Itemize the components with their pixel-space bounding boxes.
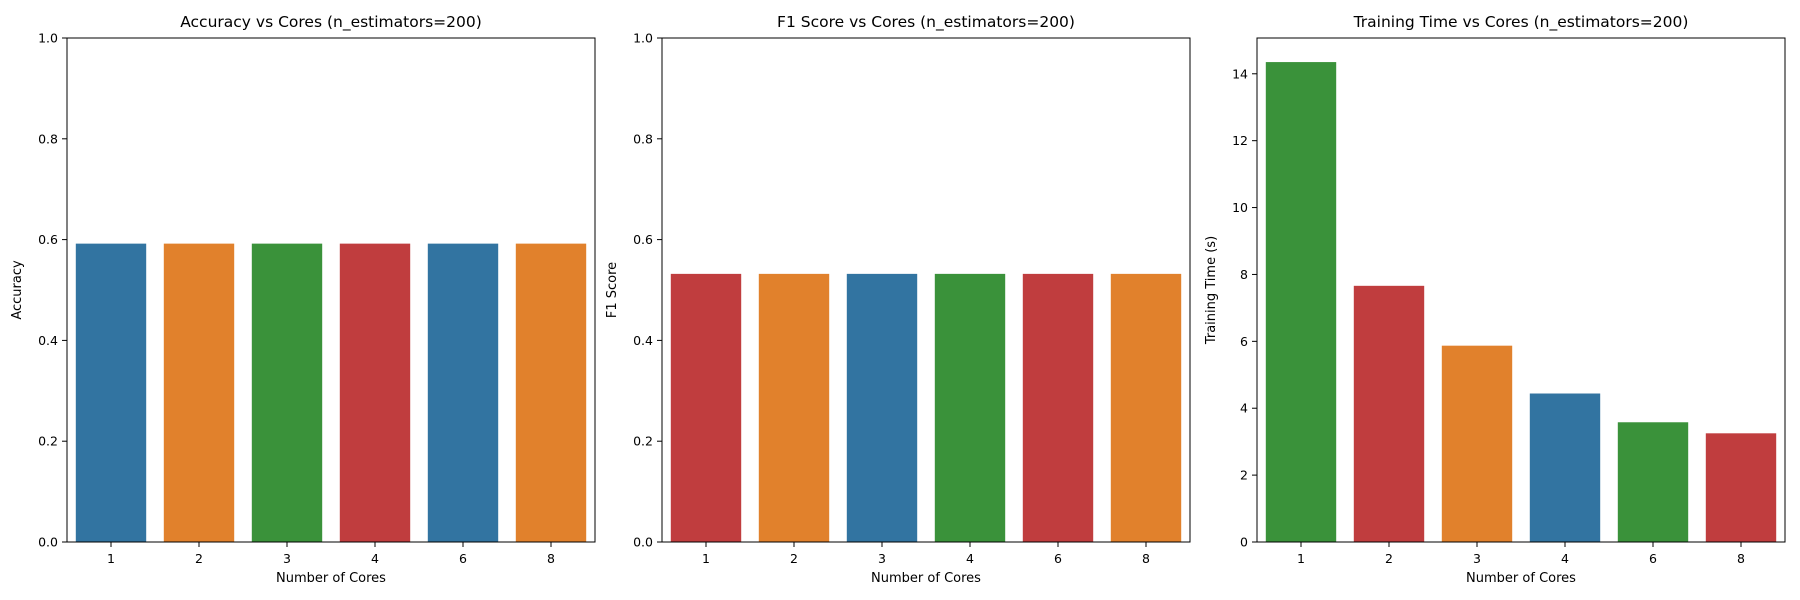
training-time-ytick-label: 4	[1240, 401, 1248, 416]
accuracy-xtick-label: 3	[283, 551, 291, 566]
training-time-ytick-label: 2	[1240, 468, 1248, 483]
accuracy-x-axis-label: Number of Cores	[276, 571, 386, 586]
f1-score-chart-title: F1 Score vs Cores (n_estimators=200)	[777, 13, 1075, 32]
training-time-xtick-label: 8	[1737, 551, 1745, 566]
training-time-ytick-label: 0	[1240, 535, 1248, 550]
f1-score-ytick-label: 0.0	[633, 535, 653, 550]
accuracy-bar-2	[163, 243, 235, 542]
training-time-chart-title: Training Time vs Cores (n_estimators=200…	[1353, 13, 1689, 32]
f1-score-x-axis-label: Number of Cores	[871, 571, 981, 586]
accuracy-bar-3	[251, 243, 323, 542]
training-time-xtick-label: 6	[1649, 551, 1657, 566]
training-time-bar-6	[1617, 422, 1689, 542]
f1-score-ytick-label: 0.2	[633, 434, 653, 449]
accuracy-bar-1	[75, 243, 147, 542]
training-time-xtick-label: 1	[1297, 551, 1305, 566]
training-time-ytick-label: 8	[1240, 267, 1248, 282]
f1-score-axes-frame	[661, 37, 1191, 543]
training-time-bar-8	[1705, 433, 1777, 542]
training-time-ytick-label: 10	[1232, 200, 1248, 215]
accuracy-ytick-label: 1.0	[38, 31, 58, 46]
f1-score-y-axis-label: F1 Score	[605, 262, 620, 318]
training-time-bar-3	[1441, 345, 1513, 542]
f1-score-xtick-label: 1	[702, 551, 710, 566]
f1-score-panel: 1 2 3 4 6 8 0.0 0.2 0.4 0.6 0.8 1.0 F1 Score vs Core…	[605, 13, 1191, 586]
accuracy-axes-frame	[66, 37, 596, 543]
training-time-xtick-label: 4	[1561, 551, 1569, 566]
training-time-x-axis-label: Number of Cores	[1466, 571, 1576, 586]
f1-score-xtick-label: 2	[790, 551, 798, 566]
f1-score-xtick-label: 6	[1054, 551, 1062, 566]
accuracy-xtick-label: 2	[195, 551, 203, 566]
accuracy-ytick-label: 0.4	[38, 333, 58, 348]
f1-score-ytick-label: 0.6	[633, 232, 653, 247]
f1-score-bar-1	[670, 273, 742, 542]
f1-score-bar-4	[934, 273, 1006, 542]
f1-score-bar-2	[758, 273, 830, 542]
training-time-bar-4	[1529, 393, 1601, 542]
accuracy-ytick-label: 0.2	[38, 434, 58, 449]
training-time-ytick-label: 6	[1240, 334, 1248, 349]
accuracy-bar-8	[515, 243, 587, 542]
f1-score-ytick-label: 0.8	[633, 131, 653, 146]
f1-score-ytick-label: 0.4	[633, 333, 653, 348]
accuracy-y-axis-label: Accuracy	[10, 260, 25, 320]
training-time-xtick-label: 2	[1385, 551, 1393, 566]
f1-score-xtick-label: 4	[966, 551, 974, 566]
f1-score-bar-8	[1110, 273, 1182, 542]
f1-score-xtick-label: 8	[1142, 551, 1150, 566]
accuracy-xtick-label: 4	[371, 551, 379, 566]
training-time-bar-2	[1353, 285, 1425, 542]
accuracy-panel: 1 2 3 4 6 8 0.0 0.2 0.4 0.6 0.8 1.0 Accuracy vs Core…	[10, 13, 596, 586]
f1-score-ytick-label: 1.0	[633, 31, 653, 46]
accuracy-ytick-label: 0.0	[38, 535, 58, 550]
accuracy-ytick-label: 0.8	[38, 131, 58, 146]
f1-score-xtick-label: 3	[878, 551, 886, 566]
f1-score-bar-6	[1022, 273, 1094, 542]
training-time-ytick-label: 12	[1232, 133, 1248, 148]
training-time-bar-1	[1265, 62, 1337, 542]
training-time-axes-frame	[1256, 37, 1786, 543]
f1-score-bar-3	[846, 273, 918, 542]
accuracy-bar-4	[339, 243, 411, 542]
training-time-ytick-label: 14	[1232, 66, 1248, 81]
accuracy-ytick-label: 0.6	[38, 232, 58, 247]
accuracy-xtick-label: 1	[107, 551, 115, 566]
accuracy-chart-title: Accuracy vs Cores (n_estimators=200)	[180, 13, 482, 32]
accuracy-bar-6	[427, 243, 499, 542]
accuracy-xtick-label: 8	[547, 551, 555, 566]
training-time-y-axis-label: Training Time (s)	[1204, 236, 1219, 345]
training-time-xtick-label: 3	[1473, 551, 1481, 566]
accuracy-xtick-label: 6	[459, 551, 467, 566]
